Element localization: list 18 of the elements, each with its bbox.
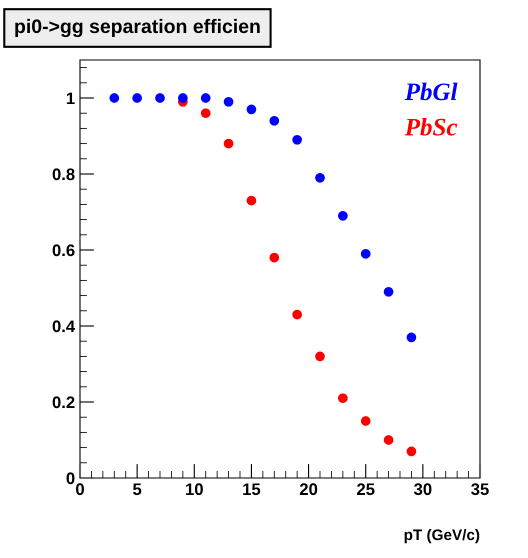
y-tick-label: 1 (66, 92, 75, 104)
y-tick-label: 0.6 (52, 244, 75, 256)
x-tick-label: 25 (357, 483, 375, 496)
y-tick-label: 0.4 (52, 320, 76, 332)
x-tick-label: 5 (133, 483, 142, 496)
x-tick-label: 20 (300, 483, 318, 496)
chart-title: pi0->gg separation efficien (15, 18, 260, 38)
x-tick-label: 0 (76, 483, 84, 496)
x-tick-label: 10 (186, 483, 203, 496)
x-axis-title: pT (GeV/c) (404, 528, 480, 544)
x-tick-label: 30 (414, 483, 432, 496)
x-tick-label: 15 (243, 483, 260, 496)
y-tick-label: 0.8 (52, 168, 75, 180)
text: PbSc (404, 118, 458, 136)
y-tick-label: 0.2 (52, 396, 74, 408)
y-tick-label: 0 (66, 472, 74, 484)
x-tick-label: 35 (471, 483, 489, 496)
text: PbGl (404, 82, 458, 100)
